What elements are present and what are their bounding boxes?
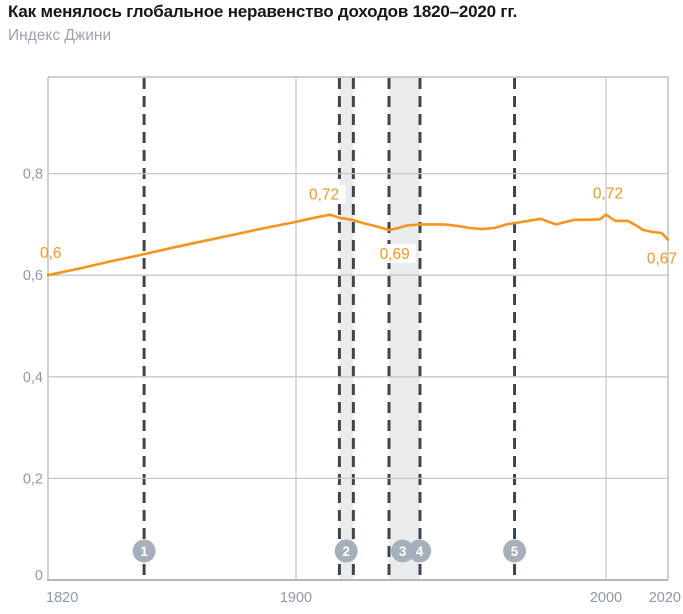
- chart-title: Как менялось глобальное неравенство дохо…: [8, 2, 518, 21]
- annotation-label: 0,72: [309, 187, 339, 204]
- event-marker-circle[interactable]: [132, 539, 156, 563]
- event-marker-circle[interactable]: [408, 539, 432, 563]
- y-tick-label: 0,8: [23, 167, 43, 183]
- y-tick-label: 0,2: [23, 471, 43, 487]
- y-tick-label: 0,6: [23, 268, 43, 284]
- event-marker[interactable]: 3: [391, 539, 415, 563]
- event-marker-number: 5: [511, 544, 519, 559]
- annotation-label: 0,72: [593, 186, 623, 203]
- event-marker-number: 4: [416, 544, 424, 559]
- x-tick-label: 2020: [649, 590, 681, 606]
- x-tick-label: 2000: [590, 590, 622, 606]
- annotation-label: 0,67: [647, 251, 677, 268]
- x-tick-label: 1900: [280, 590, 312, 606]
- event-marker[interactable]: 4: [408, 539, 432, 563]
- annotation-bg: [302, 184, 346, 204]
- y-tick-label: 0,4: [23, 370, 43, 386]
- event-marker-circle[interactable]: [503, 539, 527, 563]
- event-marker-number: 3: [399, 544, 407, 559]
- event-marker[interactable]: 2: [334, 539, 358, 563]
- x-tick-label: 1820: [46, 590, 78, 606]
- event-marker-number: 1: [140, 544, 148, 559]
- event-marker-circle[interactable]: [391, 539, 415, 563]
- annotation-label: 0,6: [40, 245, 62, 262]
- event-band: [389, 77, 420, 580]
- chart-header: Как менялось глобальное неравенство дохо…: [8, 2, 678, 45]
- event-marker[interactable]: 5: [503, 539, 527, 563]
- annotation-bg: [373, 243, 416, 263]
- event-marker[interactable]: 1: [132, 539, 156, 563]
- event-band: [339, 77, 354, 580]
- chart-subtitle: Индекс Джини: [8, 27, 112, 44]
- event-marker-number: 2: [342, 544, 350, 559]
- annotation-label: 0,69: [380, 246, 410, 263]
- gini-line: [46, 213, 670, 277]
- y-tick-label: 0: [35, 568, 43, 584]
- event-marker-circle[interactable]: [334, 539, 358, 563]
